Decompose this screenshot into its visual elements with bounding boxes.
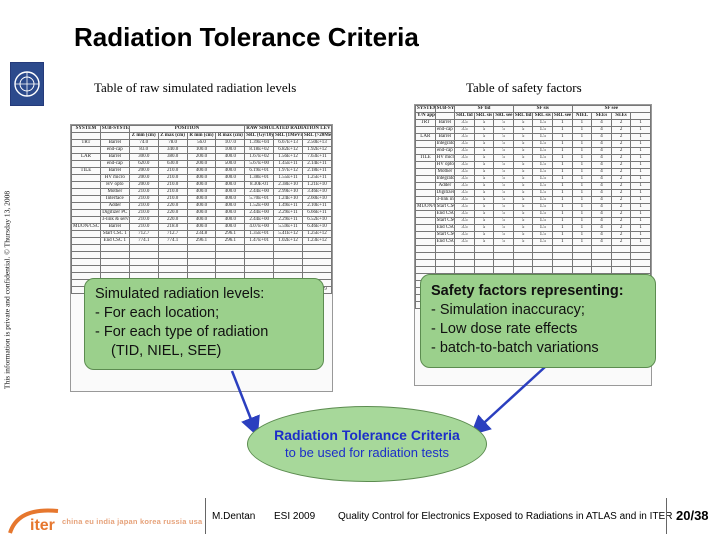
table-row: TILE Barrel 200.0 210.0 400.0 400.0 6.19E+01 1.… bbox=[71, 167, 332, 175]
safety-factors-callout: Safety factors representing: - Simulatio… bbox=[420, 274, 656, 368]
simulated-levels-callout: Simulated radiation levels: - For each l… bbox=[84, 278, 324, 370]
left-table-caption: Table of raw simulated radiation levels bbox=[94, 80, 297, 95]
footer-divider bbox=[205, 498, 206, 534]
slide-title: Radiation Tolerance Criteria bbox=[74, 22, 419, 52]
result-title: Radiation Tolerance Criteria bbox=[274, 427, 460, 443]
result-ellipse: Radiation Tolerance Criteria to be used … bbox=[247, 406, 487, 482]
table-row: TRT Barrel 74.0 78.0 56.0 107.0 1.39E+04 6.67E+… bbox=[71, 139, 332, 147]
footer-author: M.Dentan bbox=[212, 511, 256, 522]
table-row: end-cap 620.0 630.0 200.0 500.0 5.67E+00 1.45E… bbox=[71, 160, 332, 168]
footer-divider bbox=[666, 498, 667, 534]
table-row bbox=[71, 244, 332, 252]
cern-logo-icon bbox=[10, 62, 44, 106]
callout-line: - Simulation inaccuracy; bbox=[431, 302, 585, 318]
callout-line: - For each type of radiation bbox=[95, 324, 269, 340]
callout-line: - For each location; bbox=[95, 305, 220, 321]
callout-heading: Safety factors representing: bbox=[431, 283, 624, 299]
page-number: 20/38 bbox=[676, 508, 709, 523]
table-row: Integrator 3.5 5 5 5 1.5 1 1 4 2 1 bbox=[415, 175, 651, 183]
iter-partners: china eu india japan korea russia usa bbox=[62, 517, 203, 526]
callout-line: - Low dose rate effects bbox=[431, 321, 578, 337]
footer-event: ESI 2009 bbox=[274, 511, 316, 522]
footer-talk-title: Quality Control for Electronics Exposed … bbox=[338, 511, 673, 522]
callout-line: - batch-to-batch variations bbox=[431, 340, 599, 356]
iter-logo-text: iter bbox=[30, 517, 55, 534]
table-row: HV opto 3.5 5 5 5 1.5 1 1 4 2 1 bbox=[415, 161, 651, 169]
table-row bbox=[71, 258, 332, 266]
table-row: Mother 210.0 210.0 400.0 400.0 2.44E+00 2.99E+… bbox=[71, 188, 332, 196]
table-row: Adder 3.5 5 5 5 1.5 1 1 4 2 1 bbox=[415, 182, 651, 190]
result-subtitle: to be used for radiation tests bbox=[284, 445, 450, 460]
callout-line: (TID, NIEL, SEE) bbox=[111, 343, 222, 359]
iter-logo: iter bbox=[8, 505, 62, 540]
table-row: LAR Barrel 300.0 380.0 200.0 400.0 1.67E+02 1.5… bbox=[71, 153, 332, 161]
callout-heading: Simulated radiation levels: bbox=[95, 286, 265, 302]
table-row bbox=[71, 251, 332, 259]
right-table-caption: Table of safety factors bbox=[466, 80, 582, 95]
